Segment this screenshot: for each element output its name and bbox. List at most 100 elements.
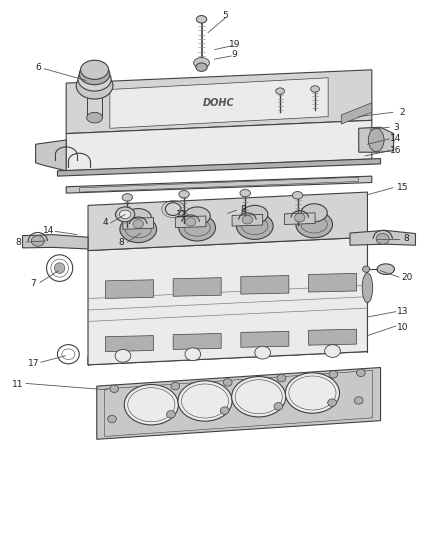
Ellipse shape xyxy=(242,215,253,224)
Ellipse shape xyxy=(110,385,119,392)
Ellipse shape xyxy=(325,345,340,358)
Text: 17: 17 xyxy=(28,359,39,368)
Ellipse shape xyxy=(363,266,370,272)
Ellipse shape xyxy=(329,370,338,378)
Text: 9: 9 xyxy=(231,51,237,59)
Text: 8: 8 xyxy=(240,205,246,214)
Ellipse shape xyxy=(276,88,285,94)
Text: 15: 15 xyxy=(397,183,408,192)
Ellipse shape xyxy=(354,397,363,404)
Polygon shape xyxy=(285,213,315,224)
Polygon shape xyxy=(88,192,367,251)
Ellipse shape xyxy=(166,410,175,418)
Polygon shape xyxy=(308,273,357,292)
Ellipse shape xyxy=(362,273,373,303)
Ellipse shape xyxy=(223,378,232,386)
Ellipse shape xyxy=(87,112,102,123)
Text: 12: 12 xyxy=(176,210,187,219)
Ellipse shape xyxy=(294,213,305,222)
Text: 8: 8 xyxy=(404,235,410,244)
Ellipse shape xyxy=(232,376,286,417)
Ellipse shape xyxy=(196,63,207,71)
Polygon shape xyxy=(66,176,372,193)
Polygon shape xyxy=(241,332,289,348)
Ellipse shape xyxy=(54,263,65,273)
Polygon shape xyxy=(232,214,263,226)
Ellipse shape xyxy=(277,374,286,382)
Ellipse shape xyxy=(122,193,133,201)
Polygon shape xyxy=(97,368,381,439)
Ellipse shape xyxy=(240,189,251,197)
Ellipse shape xyxy=(81,60,109,79)
Text: 11: 11 xyxy=(12,380,24,389)
Text: 19: 19 xyxy=(229,40,240,49)
Polygon shape xyxy=(173,334,221,350)
Ellipse shape xyxy=(179,190,189,198)
Polygon shape xyxy=(88,344,367,365)
Ellipse shape xyxy=(108,415,117,423)
Polygon shape xyxy=(175,216,206,228)
Polygon shape xyxy=(359,127,394,152)
Polygon shape xyxy=(88,237,367,365)
Text: 2: 2 xyxy=(399,108,405,117)
Ellipse shape xyxy=(194,58,209,68)
Ellipse shape xyxy=(237,213,273,239)
Polygon shape xyxy=(22,235,88,249)
Ellipse shape xyxy=(120,210,131,219)
Ellipse shape xyxy=(286,373,339,413)
Ellipse shape xyxy=(311,86,319,92)
Ellipse shape xyxy=(179,214,215,241)
Text: 7: 7 xyxy=(31,279,36,288)
Ellipse shape xyxy=(220,407,229,414)
Polygon shape xyxy=(66,70,372,134)
Text: 8: 8 xyxy=(118,238,124,247)
Ellipse shape xyxy=(368,128,384,152)
Ellipse shape xyxy=(133,220,144,228)
Ellipse shape xyxy=(196,15,207,23)
Ellipse shape xyxy=(116,207,135,222)
Ellipse shape xyxy=(124,384,178,425)
Polygon shape xyxy=(308,329,357,345)
Polygon shape xyxy=(66,120,372,171)
Ellipse shape xyxy=(328,399,336,406)
Text: DOHC: DOHC xyxy=(203,98,235,108)
Ellipse shape xyxy=(242,205,268,223)
Ellipse shape xyxy=(31,236,44,246)
Polygon shape xyxy=(106,280,153,298)
Ellipse shape xyxy=(185,217,196,226)
Text: 20: 20 xyxy=(401,273,413,281)
Ellipse shape xyxy=(357,369,365,376)
Ellipse shape xyxy=(171,382,180,390)
Polygon shape xyxy=(341,103,372,124)
Text: 4: 4 xyxy=(102,219,108,228)
Ellipse shape xyxy=(115,350,131,362)
Text: 14: 14 xyxy=(43,226,54,235)
Text: 5: 5 xyxy=(223,11,229,20)
Polygon shape xyxy=(173,278,221,296)
Text: 6: 6 xyxy=(35,63,41,71)
Ellipse shape xyxy=(255,346,271,359)
Polygon shape xyxy=(106,336,153,352)
Ellipse shape xyxy=(185,348,201,361)
Ellipse shape xyxy=(292,191,303,199)
Ellipse shape xyxy=(301,204,327,222)
Polygon shape xyxy=(35,140,66,171)
Text: 13: 13 xyxy=(397,307,408,316)
Polygon shape xyxy=(241,276,289,294)
Text: 16: 16 xyxy=(390,146,402,155)
Text: 10: 10 xyxy=(397,323,408,332)
Ellipse shape xyxy=(184,207,210,225)
Text: 3: 3 xyxy=(393,123,399,132)
Ellipse shape xyxy=(79,63,110,85)
Polygon shape xyxy=(110,78,328,128)
Text: 8: 8 xyxy=(15,238,21,247)
Polygon shape xyxy=(350,230,416,245)
Ellipse shape xyxy=(178,381,232,421)
Ellipse shape xyxy=(376,233,389,244)
Ellipse shape xyxy=(76,72,113,99)
Ellipse shape xyxy=(296,211,332,238)
Polygon shape xyxy=(57,159,381,176)
Ellipse shape xyxy=(78,68,111,91)
Ellipse shape xyxy=(377,264,395,274)
Ellipse shape xyxy=(125,208,151,227)
